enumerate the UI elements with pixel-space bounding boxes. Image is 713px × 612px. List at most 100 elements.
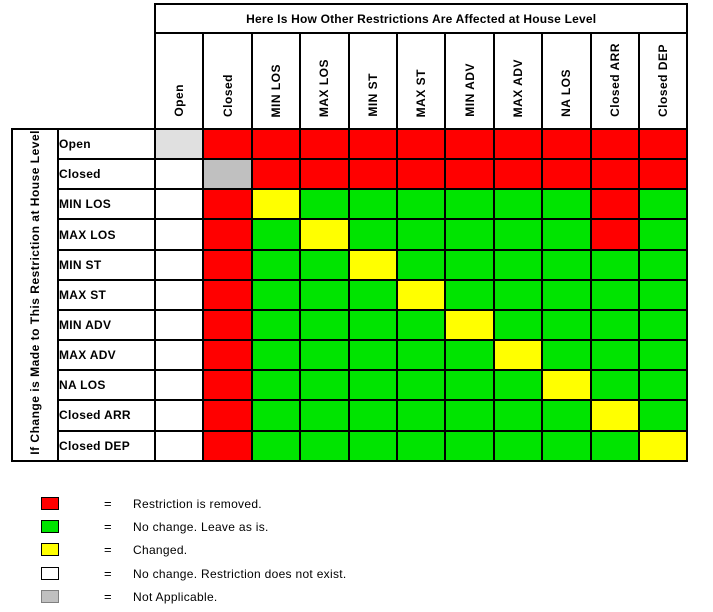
- cell-min-st-min-los: [250, 248, 302, 281]
- cell-min-st-min-st: [347, 248, 398, 281]
- row-header-closed: Closed: [57, 158, 156, 191]
- row-header-open: Open: [57, 127, 156, 161]
- cell-closed-arr-closed-dep: [637, 399, 689, 432]
- cell-closed-closed: [202, 158, 253, 191]
- cell-min-adv-closed-dep: [637, 308, 689, 342]
- cell-closed-dep-closed: [202, 429, 253, 462]
- cell-min-los-closed-dep: [637, 188, 689, 221]
- cell-closed-arr-min-st: [347, 399, 398, 432]
- cell-max-los-open: [153, 218, 205, 251]
- cell-na-los-closed: [202, 369, 253, 402]
- cell-open-closed-dep: [637, 127, 689, 161]
- cell-min-los-open: [153, 188, 205, 221]
- matrix-row-min-los: MIN LOS: [12, 188, 689, 221]
- cell-min-st-closed: [202, 248, 253, 281]
- cell-min-st-max-st: [395, 248, 447, 281]
- cell-max-adv-max-los: [299, 339, 350, 372]
- col-header-closed: Closed: [202, 32, 253, 130]
- cell-open-closed-arr: [589, 127, 640, 161]
- col-header-label: Open: [172, 84, 187, 117]
- cell-closed-dep-min-adv: [444, 429, 495, 462]
- matrix-row-closed-dep: Closed DEP: [12, 429, 689, 462]
- cell-min-adv-max-los: [299, 308, 350, 342]
- col-header-min-st: MIN ST: [347, 32, 398, 130]
- matrix-row-max-adv: MAX ADV: [12, 339, 689, 372]
- cell-na-los-max-adv: [492, 369, 544, 402]
- cell-closed-arr-closed: [202, 399, 253, 432]
- matrix-row-max-los: MAX LOS: [12, 218, 689, 251]
- cell-max-los-closed-dep: [637, 218, 689, 251]
- legend-swatch-gray: [41, 589, 59, 603]
- legend-label: Restriction is removed.: [133, 497, 262, 511]
- cell-max-adv-na-los: [541, 339, 592, 372]
- equals-sign: =: [104, 588, 112, 604]
- cell-min-adv-min-adv: [444, 308, 495, 342]
- col-header-max-st: MAX ST: [395, 32, 447, 130]
- col-header-label: NA LOS: [559, 69, 574, 117]
- legend-swatch-green: [41, 520, 59, 534]
- row-header-max-adv: MAX ADV: [57, 339, 156, 372]
- col-header-min-adv: MIN ADV: [444, 32, 495, 130]
- col-header-na-los: NA LOS: [541, 32, 592, 130]
- cell-closed-arr-max-st: [395, 399, 447, 432]
- cell-closed-arr-max-los: [299, 399, 350, 432]
- cell-closed-max-los: [299, 158, 350, 191]
- cell-min-los-closed-arr: [589, 188, 640, 221]
- cell-max-los-max-los: [299, 218, 350, 251]
- col-header-label: MAX ST: [414, 68, 429, 117]
- cell-open-max-adv: [492, 127, 544, 161]
- cell-closed-closed-arr: [589, 158, 640, 191]
- cell-min-adv-closed-arr: [589, 308, 640, 342]
- row-header-min-adv: MIN ADV: [57, 308, 156, 342]
- cell-max-st-closed-arr: [589, 278, 640, 311]
- cell-min-los-max-los: [299, 188, 350, 221]
- cell-max-adv-closed-arr: [589, 339, 640, 372]
- cell-min-st-min-adv: [444, 248, 495, 281]
- row-header-closed-arr: Closed ARR: [57, 399, 156, 432]
- cell-open-max-los: [299, 127, 350, 161]
- matrix-row-open: If Change is Made to This Restriction at…: [11, 127, 689, 462]
- equals-sign: =: [104, 542, 112, 558]
- cell-open-open: [153, 127, 205, 161]
- cell-max-st-open: [153, 278, 205, 311]
- cell-min-st-closed-dep: [637, 248, 689, 281]
- cell-closed-dep-closed-dep: [637, 429, 689, 462]
- cell-min-adv-open: [153, 308, 205, 342]
- cell-max-adv-max-adv: [492, 339, 544, 372]
- cell-closed-max-st: [395, 158, 447, 191]
- row-header-min-st: MIN ST: [57, 248, 156, 281]
- cell-min-adv-na-los: [541, 308, 592, 342]
- cell-max-st-max-adv: [492, 278, 544, 311]
- cell-min-los-closed: [202, 188, 253, 221]
- legend-label: No change. Leave as is.: [133, 520, 269, 535]
- matrix-body: If Change is Made to This Restriction at…: [11, 127, 689, 462]
- cell-na-los-max-los: [299, 369, 350, 402]
- col-header-max-adv: MAX ADV: [492, 32, 544, 130]
- cell-max-los-closed-arr: [589, 218, 640, 251]
- row-header-na-los: NA LOS: [57, 369, 156, 402]
- restriction-impact-matrix: Here Is How Other Restrictions Are Affec…: [11, 3, 689, 462]
- cell-closed-arr-na-los: [541, 399, 592, 432]
- cell-closed-min-st: [347, 158, 398, 191]
- cell-min-st-max-los: [299, 248, 350, 281]
- col-header-label: MIN LOS: [268, 63, 283, 118]
- y-axis-label-cell: If Change is Made to This Restriction at…: [11, 128, 59, 462]
- cell-min-los-max-adv: [492, 188, 544, 221]
- cell-min-adv-closed: [202, 308, 253, 342]
- cell-max-adv-closed: [202, 339, 253, 372]
- cell-max-st-max-st: [395, 278, 447, 311]
- cell-closed-open: [153, 158, 205, 191]
- cell-closed-arr-min-adv: [444, 399, 495, 432]
- cell-na-los-min-adv: [444, 369, 495, 402]
- cell-max-adv-open: [153, 339, 205, 372]
- cell-open-min-los: [250, 127, 302, 161]
- legend-swatch-white: [41, 566, 59, 580]
- cell-min-st-closed-arr: [589, 248, 640, 281]
- cell-na-los-min-los: [250, 369, 302, 402]
- cell-na-los-closed-arr: [589, 369, 640, 402]
- cell-max-st-min-adv: [444, 278, 495, 311]
- cell-max-st-closed: [202, 278, 253, 311]
- cell-max-st-na-los: [541, 278, 592, 311]
- cell-closed-na-los: [541, 158, 592, 191]
